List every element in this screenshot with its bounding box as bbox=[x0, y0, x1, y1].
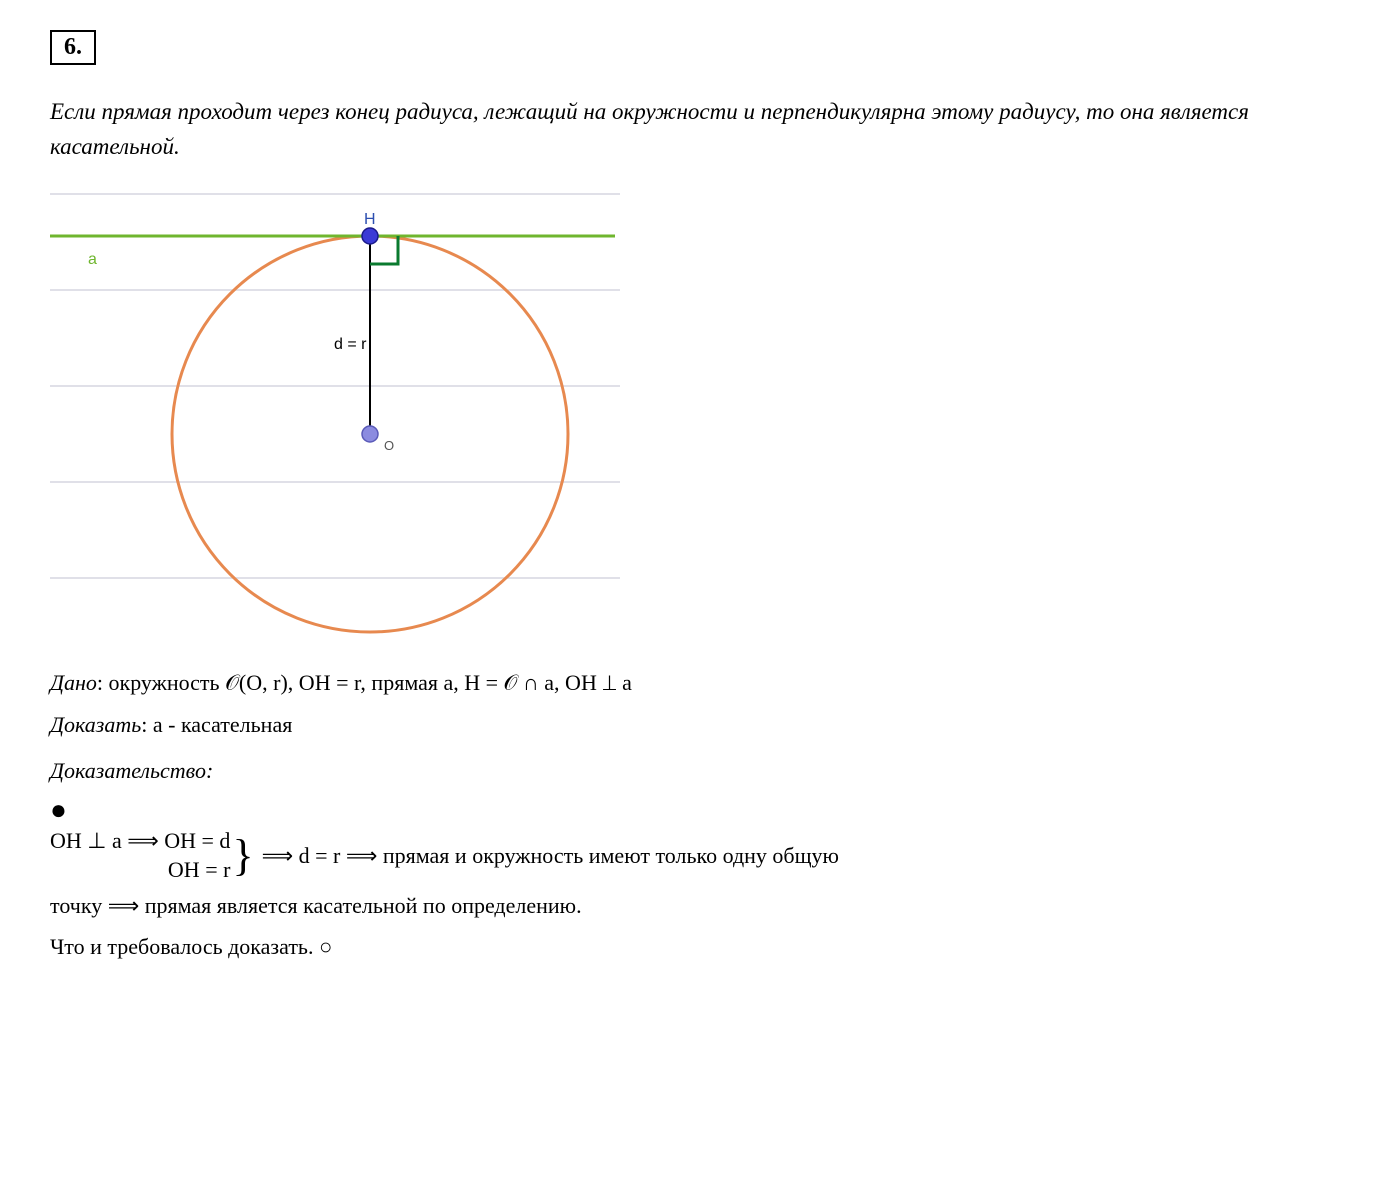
proof-label: Доказательство: bbox=[50, 750, 1350, 792]
right-brace-icon: } bbox=[232, 836, 253, 876]
prove-text: : a - касательная bbox=[141, 712, 292, 737]
prove-section: Доказать: a - касательная bbox=[50, 704, 1350, 746]
proof-line-2: точку ⟹ прямая является касательной по о… bbox=[50, 885, 1350, 927]
diagram: H Oa d = r bbox=[50, 184, 1350, 644]
svg-text:d = r: d = r bbox=[334, 336, 367, 353]
given-label: Дано bbox=[50, 670, 97, 695]
proof-line-1: OH ⊥ a ⟹ OH = d OH = r } ⟹ d = r ⟹ пряма… bbox=[50, 827, 1350, 884]
proof-premise-2: OH = r bbox=[168, 856, 231, 885]
svg-text:O: O bbox=[384, 438, 394, 453]
given-text: : окружность 𝒪(O, r), OH = r, прямая a, … bbox=[97, 670, 632, 695]
proof-premise-1: OH ⊥ a ⟹ OH = d bbox=[50, 827, 230, 856]
svg-text:H: H bbox=[364, 211, 376, 228]
svg-text:a: a bbox=[88, 251, 97, 268]
given-section: Дано: окружность 𝒪(O, r), OH = r, прямая… bbox=[50, 662, 1350, 704]
brace-group: OH ⊥ a ⟹ OH = d OH = r } bbox=[50, 827, 256, 884]
proof-bullet: ● bbox=[50, 797, 1350, 825]
qed: Что и требовалось доказать. ○ bbox=[50, 926, 1350, 968]
prove-label: Доказать bbox=[50, 712, 141, 737]
geometry-diagram: H Oa d = r bbox=[50, 184, 620, 644]
theorem-text: Если прямая проходит через конец радиуса… bbox=[50, 95, 1350, 164]
problem-number: 6. bbox=[50, 30, 96, 65]
proof-chain-1: ⟹ d = r ⟹ прямая и окружность имеют толь… bbox=[262, 835, 839, 877]
